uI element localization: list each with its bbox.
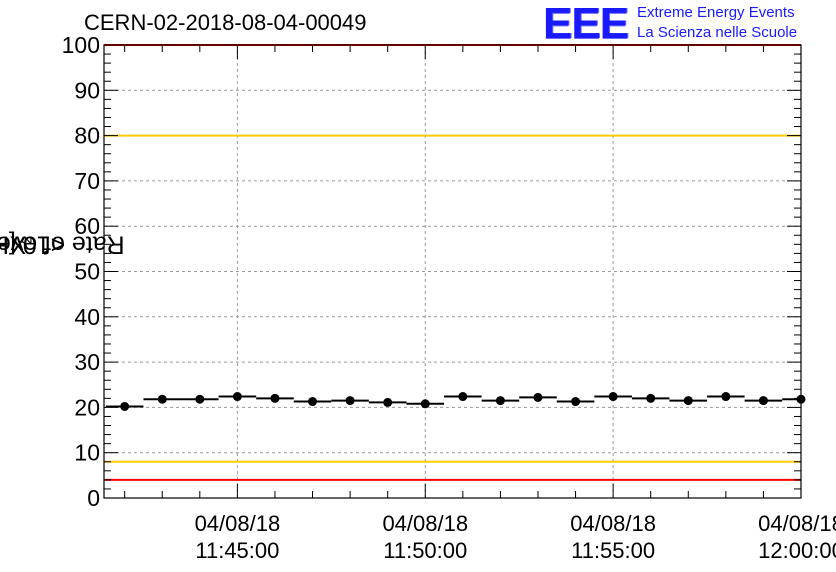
grid-lines	[104, 45, 801, 498]
reference-lines	[104, 44, 801, 481]
y-tick-label: 40	[74, 304, 100, 330]
y-tick-label: 90	[74, 77, 100, 103]
y-tick-label: 0	[87, 485, 100, 511]
y-label-suffix: <10 [Hz]	[0, 230, 66, 259]
data-point	[571, 397, 581, 407]
data-point	[683, 396, 693, 406]
y-tick-label: 10	[74, 440, 100, 466]
x-tick-date-label: 04/08/18	[570, 511, 656, 536]
data-point	[345, 396, 355, 406]
data-point	[533, 392, 543, 402]
data-point	[383, 397, 393, 407]
data-point	[721, 392, 731, 402]
data-point	[495, 396, 505, 406]
data-point	[157, 394, 167, 404]
x-tick-date-label: 04/08/18	[195, 511, 281, 536]
data-point	[646, 393, 656, 403]
y-axis-ticks: 0 10 20 30 40 50 60 70 80 90 100	[62, 32, 801, 511]
x-tick-time-label: 12:00:00	[758, 538, 836, 563]
data-point	[195, 394, 205, 404]
data-point	[120, 401, 130, 411]
data-point	[608, 392, 618, 402]
y-tick-label: 30	[74, 349, 100, 375]
logo-line-1: Extreme Energy Events	[637, 4, 795, 21]
x-tick-time-label: 11:50:00	[383, 538, 467, 563]
chart-title: CERN-02-2018-08-04-00049	[84, 10, 367, 35]
data-point	[232, 392, 242, 402]
y-tick-label: 60	[74, 213, 100, 239]
data-series	[105, 392, 806, 411]
y-tick-label: 70	[74, 168, 100, 194]
logo-mark: EEE	[543, 0, 629, 48]
data-point	[758, 396, 768, 406]
y-tick-label: 20	[74, 394, 100, 420]
data-point	[796, 394, 806, 404]
data-point	[458, 392, 468, 402]
data-point	[270, 393, 280, 403]
y-tick-label: 50	[74, 259, 100, 285]
y-tick-label: 80	[74, 123, 100, 149]
data-point	[420, 399, 430, 409]
data-point	[308, 397, 318, 407]
x-tick-date-label: 04/08/18	[382, 511, 468, 536]
y-tick-label: 100	[62, 32, 100, 58]
logo-line-2: La Scienza nelle Scuole	[637, 24, 798, 41]
x-tick-time-label: 11:55:00	[571, 538, 655, 563]
x-axis-ticks: 04/08/1811:45:0004/08/1811:50:0004/08/18…	[124, 45, 836, 563]
x-tick-date-label: 04/08/18	[758, 511, 836, 536]
x-tick-time-label: 11:45:00	[195, 538, 279, 563]
